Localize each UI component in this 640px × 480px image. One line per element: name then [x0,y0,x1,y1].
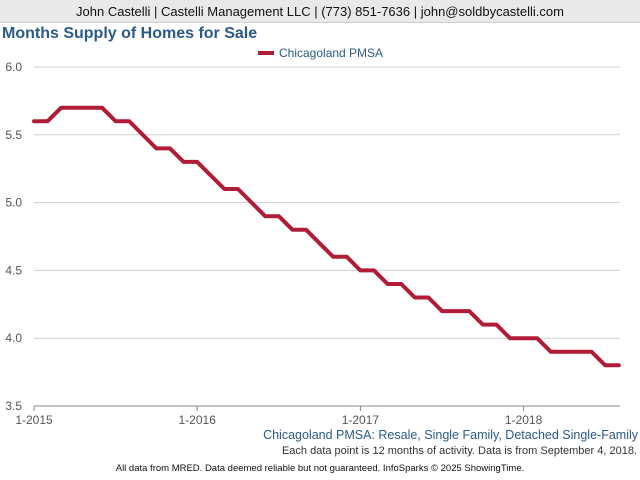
series-line[interactable] [32,105,621,368]
y-tick-label: 6.0 [5,60,22,74]
series-lines [32,105,621,368]
disclaimer: All data from MRED. Data deemed reliable… [115,463,525,474]
y-tick-label: 4.5 [5,263,22,277]
legend-label: Chicagoland PMSA [279,46,384,60]
legend[interactable]: Chicagoland PMSA [258,46,383,60]
x-tick-label: 1-2017 [342,413,380,427]
contact-header: John Castelli | Castelli Management LLC … [0,0,640,23]
y-tick-label: 4.0 [5,331,22,345]
y-tick-label: 5.5 [5,128,22,142]
x-tick-label: 1-2018 [505,413,543,427]
grid-lines [34,66,620,407]
chart-title: Months Supply of Homes for Sale [2,25,258,42]
x-tick-label: 1-2016 [179,413,217,427]
y-tick-label: 5.0 [5,196,22,210]
y-tick-label: 3.5 [5,399,22,413]
x-tick-label: 1-2015 [15,413,53,427]
series-description[interactable]: Chicagoland PMSA: Resale, Single Family,… [263,428,638,442]
legend-swatch [258,51,274,55]
data-note: Each data point is 12 months of activity… [281,445,637,457]
axis-ticks: 3.5 4.0 4.5 5.0 5.5 6.0 1-2015 1-2016 1-2017 1-20… [5,60,542,427]
